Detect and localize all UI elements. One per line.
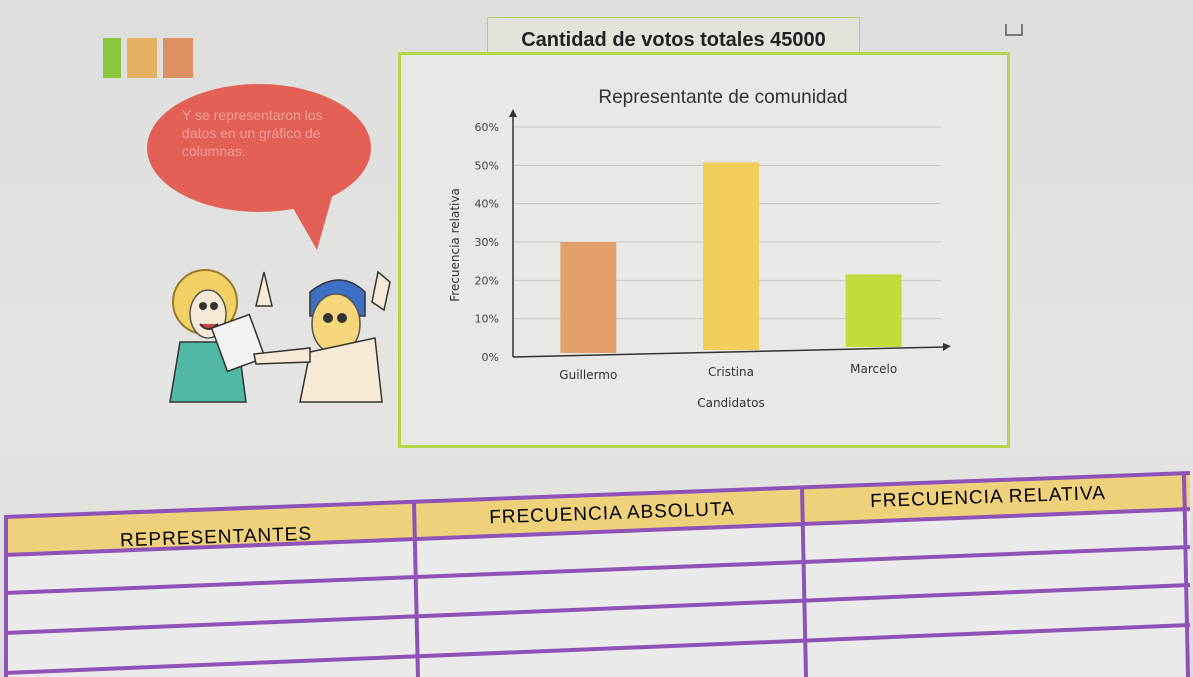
speech-bubble (147, 84, 371, 250)
corner-mark-icon (1005, 24, 1023, 36)
chart-frame: Representante de comunidad 0% 10% 20% 30% 40%… (398, 52, 1010, 448)
table-column-line (412, 501, 420, 677)
chart-title: Representante de comunidad (598, 87, 847, 108)
table-column-line (1182, 473, 1190, 677)
y-tick-label: 40% (475, 198, 499, 211)
table-column-line (800, 487, 808, 677)
bar-cristina (703, 162, 759, 350)
y-axis-arrow-icon (509, 109, 517, 117)
y-axis-label: Frecuencia relativa (448, 188, 462, 302)
bar-marcelo (845, 274, 902, 347)
people-illustration (169, 269, 391, 403)
x-axis (512, 346, 946, 358)
frequency-table: REPRESENTANTES FRECUENCIA ABSOLUTA FRECU… (4, 471, 1191, 677)
yellow-square (127, 38, 157, 78)
x-tick-label: Marcelo (850, 362, 897, 376)
y-tick-label: 20% (475, 274, 499, 287)
y-tick-label: 60% (475, 121, 499, 134)
table-row-line (4, 507, 1191, 557)
y-tick-label: 50% (475, 159, 499, 172)
table-row-line (4, 471, 1191, 519)
y-tick-label: 0% (482, 351, 499, 364)
table-row-line (4, 583, 1191, 635)
x-tick-label: Guillermo (559, 368, 617, 382)
speech-bubble-text: Y se representaron los datos en un gráfi… (182, 107, 323, 159)
bar-chart: Representante de comunidad 0% 10% 20% 30% 40%… (448, 87, 951, 410)
green-square (103, 38, 121, 78)
y-tick-label: 10% (475, 313, 499, 326)
y-tick-label: 30% (475, 236, 499, 249)
table-header-band (4, 473, 1190, 555)
x-axis-arrow-icon (943, 343, 951, 351)
x-axis-label: Candidatos (697, 396, 765, 410)
bar-guillermo (560, 242, 617, 353)
table-row-line (4, 623, 1191, 675)
orange-square (163, 38, 193, 78)
x-tick-label: Cristina (708, 365, 754, 379)
table-row-line (4, 545, 1191, 595)
